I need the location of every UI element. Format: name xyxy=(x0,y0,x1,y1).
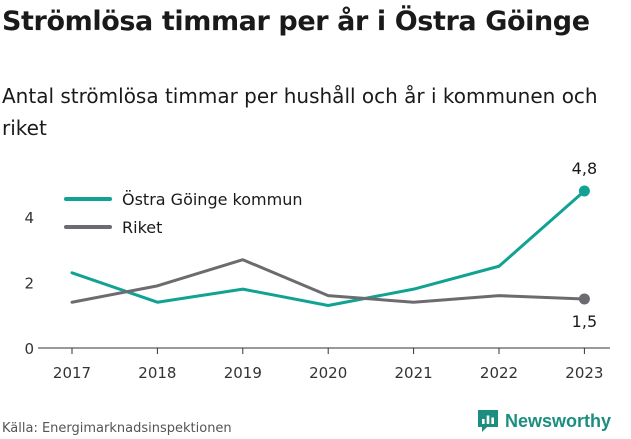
source-note: Källa: Energimarknadsinspektionen xyxy=(2,421,232,436)
end-value-label: 4,8 xyxy=(572,159,597,178)
series-lines: 4,8 1,5 xyxy=(70,159,597,331)
y-tick-label: 0 xyxy=(24,340,34,358)
x-tick-label: 2021 xyxy=(395,364,433,382)
x-tick-label: 2020 xyxy=(309,364,347,382)
legend: Östra Göinge kommun Riket xyxy=(58,185,330,243)
chart-title: Strömlösa timmar per år i Östra Göinge xyxy=(2,6,590,37)
x-tick-label: 2022 xyxy=(480,364,518,382)
brand-name: Newsworthy xyxy=(505,410,612,431)
legend-background xyxy=(58,185,330,243)
y-tick-label: 4 xyxy=(24,209,34,227)
axes: 2017 2018 2019 2020 2021 2022 2023 0 2 4 xyxy=(24,209,610,382)
x-tick-label: 2023 xyxy=(565,364,603,382)
x-tick-label: 2017 xyxy=(53,364,91,382)
series-line xyxy=(70,189,586,307)
y-tick-label: 2 xyxy=(24,275,34,293)
series-line xyxy=(70,258,586,304)
end-value-label: 1,5 xyxy=(572,312,597,331)
end-point xyxy=(578,185,590,197)
legend-label: Östra Göinge kommun xyxy=(122,190,302,209)
x-tick-label: 2018 xyxy=(138,364,176,382)
newsworthy-logo-icon xyxy=(478,410,498,432)
legend-label: Riket xyxy=(122,218,162,237)
x-tick-label: 2019 xyxy=(224,364,262,382)
end-point xyxy=(578,293,590,305)
newsworthy-logo: Newsworthy xyxy=(476,408,611,434)
chart-subtitle: Antal strömlösa timmar per hushåll och å… xyxy=(2,84,598,140)
